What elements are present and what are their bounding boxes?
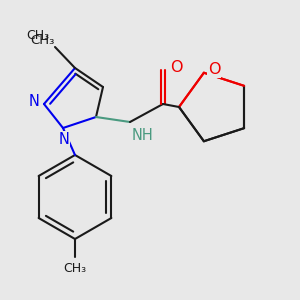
Text: N: N: [29, 94, 40, 110]
Text: NH: NH: [132, 128, 154, 143]
Text: O: O: [208, 62, 220, 77]
Text: N: N: [58, 132, 69, 147]
Text: CH₃: CH₃: [30, 34, 54, 46]
Text: CH₃: CH₃: [26, 29, 49, 42]
Text: O: O: [170, 61, 182, 76]
Text: CH₃: CH₃: [63, 262, 87, 275]
